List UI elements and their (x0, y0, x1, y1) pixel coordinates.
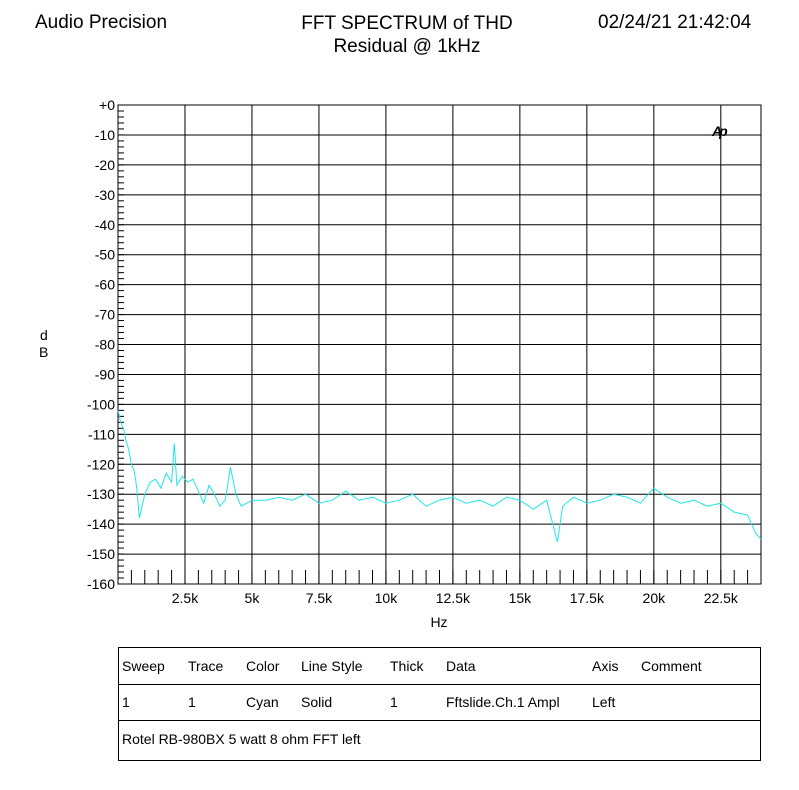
x-tick-label: 22.5k (704, 590, 739, 606)
y-tick-label: -120 (87, 456, 115, 472)
y-tick-label: -110 (88, 426, 115, 442)
plot-frame (117, 104, 762, 585)
legend-cell-axis: Left (592, 694, 616, 710)
y-axis-label-d: d (40, 327, 48, 343)
grid (118, 104, 761, 585)
ap-logo: Ap (711, 123, 728, 139)
x-tick-label: 15k (509, 590, 533, 606)
x-tick-label: 10k (375, 590, 399, 606)
legend-header-comment: Comment (641, 658, 702, 674)
y-tick-label: -90 (95, 366, 115, 382)
x-tick-label: 7.5k (306, 590, 333, 606)
legend-cell-trace: 1 (188, 694, 196, 710)
chart-title: FFT SPECTRUM of THD Residual @ 1kHz (272, 12, 542, 58)
legend-table: Sweep Trace Color Line Style Thick Data … (118, 647, 761, 761)
y-tick-labels: +0 -10 -20 -30 -40 -50 -60 -70 -80 -90 -100 -110 -12… (87, 97, 115, 592)
legend-header-color: Color (246, 658, 280, 674)
y-tick-label: -20 (95, 157, 115, 173)
y-tick-label: -150 (87, 546, 115, 562)
minor-ticks (118, 104, 749, 585)
legend-header-sweep: Sweep (122, 658, 165, 674)
timestamp: 02/24/21 21:42:04 (598, 12, 752, 33)
legend-cell-color: Cyan (246, 694, 279, 710)
legend-header-row: Sweep Trace Color Line Style Thick Data … (119, 648, 760, 685)
legend-cell-thick: 1 (390, 694, 398, 710)
x-tick-label: 5k (245, 590, 261, 606)
title-line-1: FFT SPECTRUM of THD (301, 13, 513, 34)
brand-label: Audio Precision (35, 12, 168, 33)
legend-note: Rotel RB-980BX 5 watt 8 ohm FFT left (122, 731, 361, 747)
legend-header-trace: Trace (188, 658, 224, 674)
y-tick-label: -130 (87, 486, 115, 502)
x-tick-label: 12.5k (436, 590, 471, 606)
y-tick-label: -50 (95, 247, 115, 263)
x-tick-labels: 2.5k 5k 7.5k 10k 12.5k 15k 17.5k 20k 22.5k (172, 590, 739, 606)
x-axis-label: Hz (430, 614, 447, 630)
legend-header-axis: Axis (592, 658, 619, 674)
y-axis-label-b: B (39, 344, 48, 360)
y-tick-label: -100 (87, 396, 115, 412)
y-tick-label: -60 (95, 277, 115, 293)
legend-cell-line-style: Solid (301, 694, 333, 710)
legend-row: 1 1 Cyan Solid 1 Fftslide.Ch.1 Ampl Left (119, 684, 760, 721)
legend-header-line-style: Line Style (301, 658, 363, 674)
legend-cell-data: Fftslide.Ch.1 Ampl (446, 694, 560, 710)
y-tick-label: -70 (95, 307, 115, 323)
y-tick-label: -160 (87, 576, 115, 592)
y-tick-label: -30 (95, 187, 115, 203)
y-tick-label: +0 (99, 97, 115, 113)
legend-header-data: Data (446, 658, 476, 674)
trace-line (117, 410, 762, 543)
title-line-2: Residual @ 1kHz (333, 36, 481, 57)
x-tick-label: 20k (643, 590, 667, 606)
y-tick-label: -40 (95, 217, 115, 233)
x-tick-label: 2.5k (172, 590, 199, 606)
y-tick-label: -80 (95, 337, 115, 353)
y-tick-label: -10 (95, 127, 115, 143)
x-tick-label: 17.5k (570, 590, 605, 606)
fft-chart: +0 -10 -20 -30 -40 -50 -60 -70 -80 -90 -100 -110 -12… (39, 97, 762, 630)
legend-header-thick: Thick (390, 658, 424, 674)
legend-note-row: Rotel RB-980BX 5 watt 8 ohm FFT left (119, 721, 760, 761)
legend-cell-sweep: 1 (122, 694, 130, 710)
y-tick-label: -140 (87, 516, 115, 532)
